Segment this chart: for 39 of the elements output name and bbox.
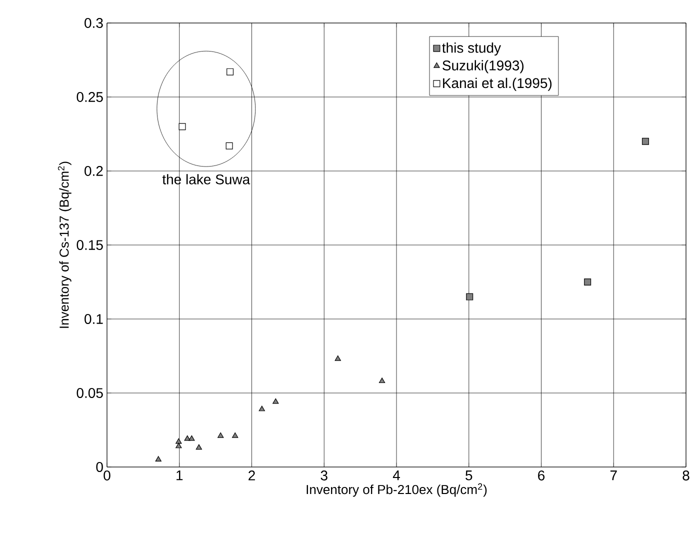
- point: [334, 355, 341, 361]
- x-tick-label: 0: [104, 470, 110, 480]
- x-tick-label: 1: [176, 470, 183, 480]
- legend-label: this study: [442, 42, 501, 56]
- x-tick-label: 7: [610, 470, 617, 480]
- y-tick-label: 0.1: [84, 314, 103, 324]
- y-tick-label: 0.3: [84, 18, 103, 28]
- y-axis-title: Inventory of Cs-137 (Bq/cm$^{2}$): [58, 162, 72, 328]
- y-tick-label: 0.25: [76, 92, 103, 102]
- point: [184, 435, 190, 441]
- point: [232, 432, 238, 438]
- point: [188, 435, 195, 441]
- x-tick-label: 4: [392, 470, 400, 480]
- point: [218, 432, 224, 438]
- point: [272, 398, 279, 404]
- point: [176, 442, 182, 448]
- point: [176, 438, 182, 444]
- x-tick-label: 8: [682, 470, 690, 480]
- point: [196, 444, 202, 450]
- legend-label: Suzuki(1993): [442, 60, 524, 74]
- y-tick-label: 0.15: [76, 240, 103, 250]
- legend-label: Kanai et al.(1995): [443, 78, 552, 91]
- x-axis-title: Inventory of Pb-210ex (Bq/cm$^{2}$): [306, 483, 487, 497]
- x-tick-label: 3: [320, 470, 328, 480]
- y-tick-label: 0.05: [76, 388, 103, 398]
- y-tick-label: 0: [96, 462, 103, 472]
- point: [178, 123, 186, 130]
- point: [378, 378, 386, 384]
- point: [466, 293, 474, 300]
- point: [226, 68, 234, 76]
- x-tick-label: 2: [248, 470, 255, 480]
- point: [258, 406, 265, 412]
- point: [155, 456, 162, 462]
- x-tick-label: 5: [466, 470, 472, 480]
- point: [584, 278, 592, 286]
- y-tick-label: 0.2: [84, 166, 103, 176]
- point: [226, 142, 233, 150]
- point: [642, 138, 649, 145]
- x-tick-label: 6: [538, 470, 545, 480]
